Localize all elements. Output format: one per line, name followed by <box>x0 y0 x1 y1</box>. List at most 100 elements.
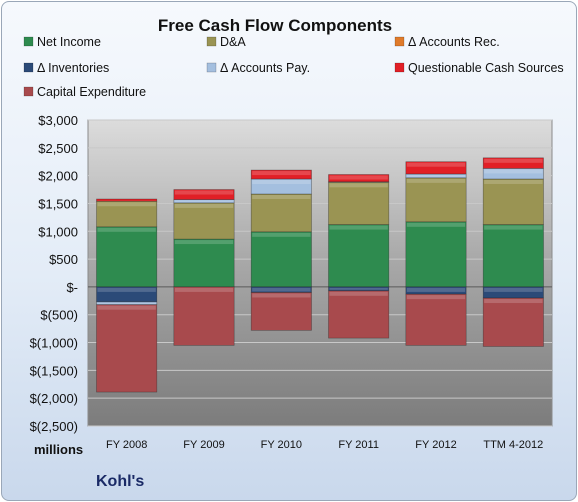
bar-segment-highlight <box>484 225 543 230</box>
x-axis: FY 2008 FY 2009 FY 2010 FY 2011 FY 2012 TTM 4… <box>106 439 543 451</box>
bar-segment-d-a <box>405 177 467 223</box>
legend-capital-expenditure-swatch <box>23 86 34 97</box>
bar-segment-highlight <box>484 158 543 163</box>
plot-area <box>87 119 553 427</box>
bar-segment-capital-expenditure <box>173 286 235 346</box>
bar-segment-highlight <box>329 287 388 290</box>
x-tick-label: TTM 4-2012 <box>483 439 543 451</box>
bar-segment-questionable-cash-sources <box>250 169 312 180</box>
legend-inventories-label: Δ Inventories <box>37 61 109 75</box>
bar-segment-questionable-cash-sources <box>96 198 158 202</box>
bar-segment-questionable-cash-sources <box>328 174 390 183</box>
y-tick-label: $(2,500) <box>30 419 78 434</box>
x-tick-label: FY 2012 <box>415 439 456 451</box>
bar-segment-d-a <box>173 202 235 240</box>
bar-segment-net-income <box>482 224 544 288</box>
bar-segment-highlight <box>252 232 311 237</box>
bar-segment-questionable-cash-sources <box>405 161 467 175</box>
units-label: millions <box>34 442 83 457</box>
legend: Net Income D&A Δ Accounts Rec. Δ Inventorie… <box>23 35 564 99</box>
y-tick-label: $2,000 <box>38 169 78 184</box>
bar-segment-highlight <box>97 202 156 207</box>
bar-segment-net-income <box>405 221 467 288</box>
bar-segment-capital-expenditure <box>405 293 467 346</box>
bar-segment-capital-expenditure <box>482 297 544 347</box>
bar-segment-highlight <box>329 175 388 180</box>
legend-accounts-rec-label: Δ Accounts Rec. <box>408 35 500 49</box>
bar-segment-highlight <box>484 287 543 292</box>
bar-segment-highlight <box>252 179 311 184</box>
bar-segment-d-a <box>328 182 390 225</box>
bars <box>96 157 544 393</box>
bar-segment-highlight <box>252 171 311 176</box>
bar-segment-questionable-cash-sources <box>482 157 544 169</box>
bar-segment-highlight <box>406 222 466 227</box>
bar-segment-highlight <box>329 225 388 230</box>
bar-segment-highlight <box>484 179 543 184</box>
bar-segment-d-a <box>482 178 544 225</box>
bar-segment-highlight <box>252 293 311 298</box>
bar-segment-capital-expenditure <box>328 290 390 339</box>
bar-segment-highlight <box>406 295 466 300</box>
legend-accounts-rec-swatch <box>394 36 405 47</box>
bar-segment-highlight <box>97 305 156 310</box>
bar-segment-highlight <box>97 302 156 304</box>
y-tick-label: $3,000 <box>38 113 78 128</box>
legend-accounts-pay-swatch <box>206 62 217 73</box>
legend-capital-expenditure-label: Capital Expenditure <box>37 85 146 99</box>
x-tick-label: FY 2010 <box>261 439 302 451</box>
bar-segment-highlight <box>174 240 234 245</box>
legend-questionable-cash-sources-label: Questionable Cash Sources <box>408 61 564 75</box>
legend-inventories-swatch <box>23 62 34 73</box>
bar-segment-highlight <box>484 299 543 304</box>
y-tick-label: $(1,000) <box>30 336 78 351</box>
bar-segment-d-a <box>250 193 312 233</box>
legend-d-a-swatch <box>206 36 217 47</box>
bar-segment-highlight <box>406 174 466 177</box>
legend-net-income-label: Net Income <box>37 35 101 49</box>
bar-segment-highlight <box>252 287 311 292</box>
y-axis: $3,000 $2,500 $2,000 $1,500 $1,000 $500 $- $(50… <box>30 113 78 434</box>
x-tick-label: FY 2011 <box>338 439 379 451</box>
bar-segment-capital-expenditure <box>250 292 312 331</box>
legend-d-a-label: D&A <box>220 35 246 49</box>
bar-segment-capital-expenditure <box>96 304 158 393</box>
company-name: Kohl's <box>96 473 144 490</box>
bar-segment-highlight <box>406 178 466 183</box>
y-tick-label: $(2,000) <box>30 391 78 406</box>
y-tick-label: $500 <box>49 252 78 267</box>
y-tick-label: $- <box>66 280 78 295</box>
bar-segment-highlight <box>406 162 466 167</box>
y-tick-label: $(1,500) <box>30 363 78 378</box>
bar-segment-d-a <box>96 200 158 228</box>
chart-title: Free Cash Flow Components <box>158 16 392 35</box>
bar-segment-highlight <box>329 291 388 296</box>
bar-segment-highlight <box>174 287 234 292</box>
bar-segment-net-income <box>173 238 235 288</box>
bar-segment-net-income <box>328 224 390 288</box>
bar-segment-highlight <box>252 194 311 199</box>
bar-segment-highlight <box>97 287 156 292</box>
bar-segment-net-income <box>250 231 312 288</box>
bar-segment-highlight <box>174 190 234 195</box>
legend-accounts-pay-label: Δ Accounts Pay. <box>220 61 310 75</box>
y-tick-label: $1,000 <box>38 224 78 239</box>
bar-segment-highlight <box>329 183 388 188</box>
bar-segment-highlight <box>97 227 156 232</box>
bar-segment-net-income <box>96 226 158 288</box>
y-tick-label: $2,500 <box>38 141 78 156</box>
legend-net-income-swatch <box>23 36 34 47</box>
bar-segment-highlight <box>174 203 234 208</box>
bar-segment-highlight <box>174 200 234 202</box>
y-tick-label: $(500) <box>40 308 78 323</box>
bar-segment-highlight <box>484 169 543 174</box>
bar-segment-highlight <box>406 287 466 292</box>
x-tick-label: FY 2009 <box>183 439 224 451</box>
gridlines <box>88 119 552 427</box>
x-tick-label: FY 2008 <box>106 439 147 451</box>
y-tick-label: $1,500 <box>38 196 78 211</box>
bar-segment-questionable-cash-sources <box>173 189 235 200</box>
legend-questionable-cash-sources-swatch <box>394 62 405 73</box>
